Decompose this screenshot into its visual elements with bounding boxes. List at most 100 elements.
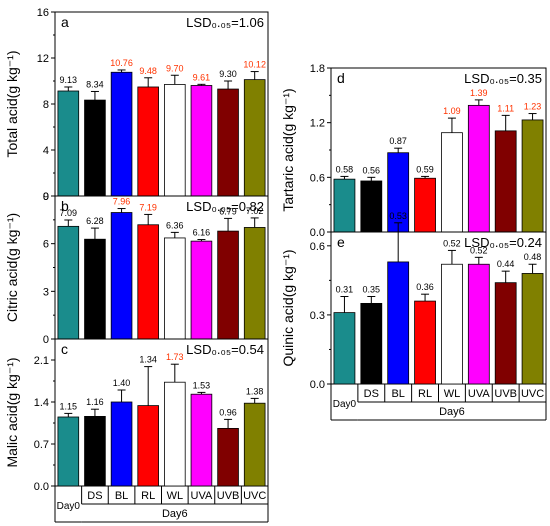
panel-e-letter: e xyxy=(337,234,345,250)
panel-b-value-label: 7.96 xyxy=(113,197,131,207)
panel-b-lsd: LSD₀.₀₅=0.82 xyxy=(186,199,264,214)
table-left-category-uvc: UVC xyxy=(243,490,266,502)
panel-a-ylabel: Total acid(g kg⁻¹) xyxy=(4,51,20,158)
panel-d-bar-day0 xyxy=(333,178,356,233)
panel-a-ytick-label: 16 xyxy=(37,7,49,19)
panel-e-bar-wl xyxy=(441,263,463,385)
panel-e-value-label: 0.53 xyxy=(389,211,407,221)
panel-c-value-label: 0.96 xyxy=(219,407,237,417)
panel-a-value-label: 10.76 xyxy=(110,58,133,68)
panel-b-value-label: 7.09 xyxy=(60,208,78,218)
category-table-left: DS BL RL WL UVA UVB UVC Day0 Day6 xyxy=(54,486,269,523)
panel-b-bar-uvc xyxy=(243,227,266,340)
panel-b-letter: b xyxy=(61,198,69,214)
table-left-category-rl: RL xyxy=(141,490,155,502)
table-right-category-uvc: UVC xyxy=(521,388,544,400)
table-right-category-wl: WL xyxy=(444,388,461,400)
panel-b-value-label: 6.16 xyxy=(193,228,211,238)
panel-d-bar-uvb xyxy=(494,130,517,233)
panel-d-ytick-label: 1.2 xyxy=(310,118,325,130)
panel-a-ytick-label: 8 xyxy=(43,99,49,111)
table-left-category-uva: UVA xyxy=(191,490,213,502)
panel-b-value-label: 6.36 xyxy=(166,220,184,230)
panel-a-value-label: 9.61 xyxy=(193,72,211,82)
panel-d-value-label: 1.39 xyxy=(470,88,488,98)
panel-c-ytick-label: 0.0 xyxy=(34,481,49,493)
panel-e-value-label: 0.36 xyxy=(416,282,434,292)
panel-c: 0.0 0.7 1.4 2.1 c LSD₀.₀₅=0.54 1.15 1.16 1.40 1.3… xyxy=(4,338,269,493)
panel-a-bar-uvc xyxy=(243,79,266,197)
panel-b-bar-day0 xyxy=(57,225,80,340)
panel-b-ytick-label: 9 xyxy=(43,191,49,203)
table-left-day6: Day6 xyxy=(162,508,188,520)
panel-b-bar-wl xyxy=(164,237,186,340)
panel-d-value-label: 0.59 xyxy=(416,164,434,174)
panel-e-value-label: 0.44 xyxy=(497,259,515,269)
panel-c-value-label: 1.16 xyxy=(86,397,104,407)
table-left-category-wl: WL xyxy=(167,490,184,502)
panel-a-bar-rl xyxy=(137,86,159,197)
panel-c-ytick-label: 0.7 xyxy=(34,439,49,451)
panel-b-bar-ds xyxy=(84,238,106,340)
panel-c-bar-wl xyxy=(164,381,186,487)
table-left-category-bl: BL xyxy=(115,490,128,502)
panel-e-bar-rl xyxy=(414,300,436,385)
panel-e-value-label: 0.52 xyxy=(470,245,488,255)
panel-c-bar-day0 xyxy=(57,416,80,487)
panel-e: 0.0 0.3 0.6 e LSD₀.₀₅=0.24 0.31 0.35 0.53 0.36 0.… xyxy=(280,211,547,391)
panel-c-bar-bl xyxy=(110,401,133,487)
panel-a-value-label: 9.13 xyxy=(60,75,78,85)
panel-b-value-label: 6.79 xyxy=(219,206,237,216)
panel-b-value-label: 6.28 xyxy=(86,216,104,226)
panel-a-bar-ds xyxy=(84,99,106,197)
panel-d-bar-ds xyxy=(360,180,383,233)
panel-b-bar-uva xyxy=(190,240,213,340)
panel-a-bar-uvb xyxy=(217,88,239,197)
table-left-category-ds: DS xyxy=(87,490,102,502)
panel-a-value-label: 8.34 xyxy=(86,79,104,89)
panel-b-ylabel: Citric acid(g kg⁻¹) xyxy=(4,213,20,322)
panel-e-bar-uvb xyxy=(494,282,517,385)
panel-c-value-label: 1.34 xyxy=(139,355,157,365)
panel-b-bar-rl xyxy=(137,224,159,340)
panel-a-bar-bl xyxy=(110,71,133,197)
table-left-day0: Day0 xyxy=(57,501,81,512)
panel-a-value-label: 10.12 xyxy=(243,60,266,70)
panel-c-value-label: 1.40 xyxy=(113,378,131,388)
panel-d-ytick-label: 0.0 xyxy=(310,227,325,239)
panel-c-bar-uvc xyxy=(243,402,266,487)
panel-e-bar-day0 xyxy=(333,312,356,385)
panel-e-value-label: 0.31 xyxy=(336,284,354,294)
panel-e-value-label: 0.35 xyxy=(363,284,381,294)
panel-e-ytick-label: 0.3 xyxy=(310,310,325,322)
table-right-category-ds: DS xyxy=(364,388,379,400)
panel-d-value-label: 0.87 xyxy=(389,136,407,146)
table-right-category-uvb: UVB xyxy=(494,388,517,400)
panel-e-bar-ds xyxy=(360,302,383,385)
panel-b-ytick-label: 0 xyxy=(43,334,49,346)
table-right-day0: Day0 xyxy=(333,399,357,410)
panel-b-bar-bl xyxy=(110,212,133,340)
panel-d-bar-rl xyxy=(414,177,436,233)
panel-d-ylabel: Tartaric acid(g kg⁻¹) xyxy=(280,88,296,211)
panel-a-value-label: 9.70 xyxy=(166,63,184,73)
table-right-category-bl: BL xyxy=(391,388,404,400)
panel-d-lsd: LSD₀.₀₅=0.35 xyxy=(464,71,542,86)
table-right-category-rl: RL xyxy=(418,388,432,400)
panel-d-bar-wl xyxy=(441,132,463,233)
panel-d-ytick-label: 0.6 xyxy=(310,172,325,184)
panel-a-value-label: 9.30 xyxy=(219,69,237,79)
table-right-day6: Day6 xyxy=(439,406,465,418)
panel-b-value-label: 7.19 xyxy=(139,202,157,212)
category-table-right: DS BL RL WL UVA UVB UVC Day0 Day6 xyxy=(330,384,547,421)
panel-c-value-label: 1.73 xyxy=(166,352,184,362)
panel-a-ytick-label: 4 xyxy=(43,145,49,157)
panel-d-value-label: 0.56 xyxy=(363,165,381,175)
panel-c-bar-uvb xyxy=(217,427,239,487)
panel-c-bar-uva xyxy=(190,393,213,487)
table-right-category-uva: UVA xyxy=(468,388,490,400)
panel-a-value-label: 9.48 xyxy=(139,66,157,76)
panel-d-value-label: 0.58 xyxy=(336,164,354,174)
panel-c-bar-rl xyxy=(137,405,159,487)
